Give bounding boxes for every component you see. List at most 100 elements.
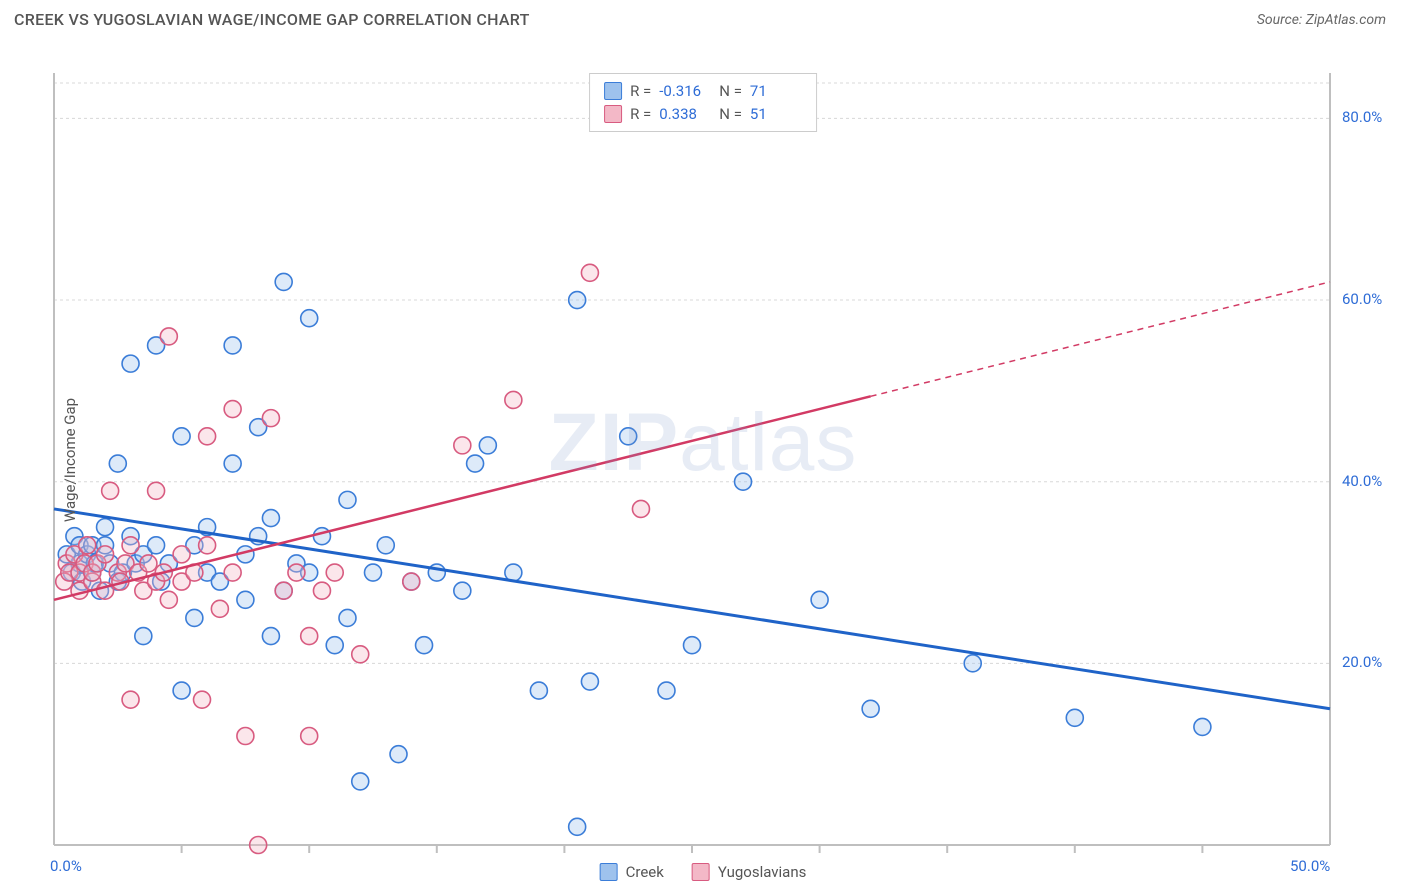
data-point xyxy=(173,428,190,445)
data-point xyxy=(1066,709,1083,726)
data-point xyxy=(581,264,598,281)
data-point xyxy=(352,773,369,790)
data-point xyxy=(224,564,241,581)
data-point xyxy=(262,510,279,527)
correlation-legend: R = -0.316 N = 71 R = 0.338 N = 51 xyxy=(589,73,817,132)
data-point xyxy=(352,646,369,663)
data-point xyxy=(365,564,382,581)
trend-line xyxy=(54,396,871,599)
data-point xyxy=(122,537,139,554)
data-point xyxy=(530,682,547,699)
legend-swatch xyxy=(604,105,622,123)
x-tick-label: 50.0% xyxy=(1290,857,1330,875)
n-value: 51 xyxy=(750,103,802,126)
data-point xyxy=(505,391,522,408)
data-point xyxy=(288,564,305,581)
n-label: N = xyxy=(719,80,742,103)
data-point xyxy=(735,473,752,490)
data-point xyxy=(97,519,114,536)
legend-swatch xyxy=(604,82,622,100)
data-point xyxy=(326,564,343,581)
data-point xyxy=(467,455,484,472)
data-point xyxy=(620,428,637,445)
data-point xyxy=(313,528,330,545)
data-point xyxy=(160,591,177,608)
chart-title: CREEK VS YUGOSLAVIAN WAGE/INCOME GAP COR… xyxy=(14,10,530,29)
data-point xyxy=(339,491,356,508)
y-tick-label: 40.0% xyxy=(1342,472,1390,490)
legend-swatch xyxy=(600,863,618,881)
data-point xyxy=(454,582,471,599)
data-point xyxy=(964,655,981,672)
n-label: N = xyxy=(719,103,742,126)
data-point xyxy=(194,691,211,708)
data-point xyxy=(339,609,356,626)
data-point xyxy=(199,537,216,554)
y-axis-label: Wage/Income Gap xyxy=(61,398,79,522)
data-point xyxy=(390,746,407,763)
x-tick-label: 0.0% xyxy=(50,857,82,875)
data-point xyxy=(377,537,394,554)
data-point xyxy=(301,628,318,645)
data-point xyxy=(79,537,96,554)
data-point xyxy=(569,292,586,309)
data-point xyxy=(569,818,586,835)
n-value: 71 xyxy=(750,80,802,103)
data-point xyxy=(632,500,649,517)
data-point xyxy=(199,428,216,445)
data-point xyxy=(102,482,119,499)
data-point xyxy=(862,700,879,717)
data-point xyxy=(173,546,190,563)
y-tick-label: 20.0% xyxy=(1342,653,1390,671)
data-point xyxy=(275,582,292,599)
data-point xyxy=(109,455,126,472)
chart-container: Wage/Income Gap ZIPatlas R =-0.316N =71R… xyxy=(0,35,1406,885)
y-tick-label: 80.0% xyxy=(1342,108,1390,126)
data-point xyxy=(479,437,496,454)
source-label: Source: ZipAtlas.com xyxy=(1257,12,1386,28)
data-point xyxy=(811,591,828,608)
data-point xyxy=(135,628,152,645)
legend-row: R = 0.338 N = 51 xyxy=(604,103,802,126)
legend-item: Creek xyxy=(600,863,664,881)
data-point xyxy=(211,600,228,617)
y-tick-label: 60.0% xyxy=(1342,290,1390,308)
data-point xyxy=(262,410,279,427)
data-point xyxy=(250,837,267,854)
data-point xyxy=(224,337,241,354)
data-point xyxy=(97,546,114,563)
r-value: -0.316 xyxy=(659,80,711,103)
data-point xyxy=(326,637,343,654)
data-point xyxy=(275,273,292,290)
data-point xyxy=(313,582,330,599)
series-legend: Creek Yugoslavians xyxy=(600,863,807,881)
legend-label: Yugoslavians xyxy=(718,863,807,881)
r-label: R = xyxy=(630,80,651,103)
data-point xyxy=(186,609,203,626)
data-point xyxy=(416,637,433,654)
data-point xyxy=(301,728,318,745)
data-point xyxy=(148,482,165,499)
data-point xyxy=(173,682,190,699)
r-value: 0.338 xyxy=(659,103,711,126)
data-point xyxy=(224,401,241,418)
scatter-chart xyxy=(0,35,1406,885)
data-point xyxy=(160,328,177,345)
data-point xyxy=(301,310,318,327)
data-point xyxy=(148,537,165,554)
data-point xyxy=(454,437,471,454)
data-point xyxy=(581,673,598,690)
legend-swatch xyxy=(692,863,710,881)
data-point xyxy=(122,691,139,708)
data-point xyxy=(122,355,139,372)
data-point xyxy=(224,455,241,472)
data-point xyxy=(262,628,279,645)
data-point xyxy=(658,682,675,699)
data-point xyxy=(684,637,701,654)
legend-item: Yugoslavians xyxy=(692,863,807,881)
data-point xyxy=(237,591,254,608)
data-point xyxy=(1194,718,1211,735)
r-label: R = xyxy=(630,103,651,126)
legend-label: Creek xyxy=(626,863,664,881)
data-point xyxy=(140,555,157,572)
